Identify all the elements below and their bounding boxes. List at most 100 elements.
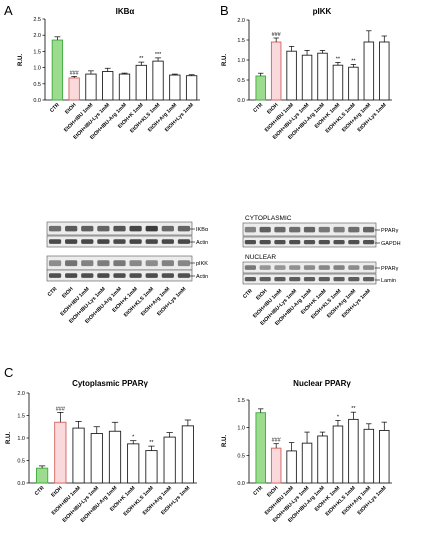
y-axis-label: R.U. xyxy=(222,435,228,447)
blot-band xyxy=(177,239,191,244)
blot-band xyxy=(97,239,110,244)
bar xyxy=(72,427,85,484)
blot-band xyxy=(161,239,174,244)
blot-pparg-nuc xyxy=(242,261,377,274)
y-tick-label: 2.0 xyxy=(33,33,41,39)
y-tick-label: 1.5 xyxy=(237,38,245,44)
blot-band xyxy=(145,273,158,278)
blot-lamin xyxy=(242,273,377,285)
x-tick-label: CTR xyxy=(49,102,61,114)
y-tick-label: 0.0 xyxy=(17,481,25,487)
x-tick-label: CTR xyxy=(252,102,264,114)
bar xyxy=(54,421,67,484)
blot-label-pparg-2: PPARγ xyxy=(381,266,399,272)
blot-band xyxy=(113,273,126,278)
bar xyxy=(163,436,176,484)
chart-title: Cytoplasmic PPARγ xyxy=(72,379,148,388)
blot-band xyxy=(97,260,110,267)
blot-b-lane-label: CTR xyxy=(242,288,254,300)
blot-actin-a2 xyxy=(46,269,193,282)
bar xyxy=(348,66,359,101)
bar xyxy=(379,429,390,484)
blot-band xyxy=(48,225,62,232)
blot-band xyxy=(348,226,360,233)
y-tick-label: 2.0 xyxy=(237,18,245,24)
y-tick-label: 0.0 xyxy=(237,481,245,487)
panel-letter-b: B xyxy=(220,3,229,18)
bar xyxy=(255,412,266,484)
y-tick-label: 1.5 xyxy=(17,414,25,420)
blot-band xyxy=(244,265,257,270)
blot-band xyxy=(289,240,301,245)
blot-band xyxy=(65,239,78,244)
y-tick-label: 0.5 xyxy=(237,78,245,84)
bar xyxy=(332,64,344,101)
bar xyxy=(286,50,297,101)
blot-band xyxy=(274,226,286,233)
chart-title: IKBα xyxy=(116,7,135,16)
blot-band xyxy=(333,226,345,233)
blot-band xyxy=(65,273,78,278)
y-axis-label: R.U. xyxy=(222,54,228,66)
significance-label: ** xyxy=(139,56,144,62)
blot-band xyxy=(113,260,126,267)
blot-band xyxy=(145,260,158,267)
panel-letter-c: C xyxy=(4,365,14,380)
blot-pparg-cyto xyxy=(242,222,377,237)
blot-band xyxy=(362,226,375,233)
section-label-nuclear: NUCLEAR xyxy=(245,254,276,261)
blot-band xyxy=(318,240,330,245)
y-axis-label: R.U. xyxy=(6,432,12,444)
blot-band xyxy=(259,265,271,270)
blot-band xyxy=(259,277,271,282)
y-tick-label: 0.5 xyxy=(33,82,41,88)
y-axis-label: R.U. xyxy=(18,54,24,66)
x-tick-label: CTR xyxy=(252,485,264,497)
significance-label: * xyxy=(132,435,135,441)
blot-band xyxy=(348,277,360,282)
bar xyxy=(152,60,164,101)
blot-band xyxy=(65,260,78,267)
x-tick-label: EtOH+Lys 1mM xyxy=(357,485,388,516)
bar xyxy=(127,443,140,484)
blot-band xyxy=(274,277,286,282)
blot-a-lane-label: EtOH+Lys 1mM xyxy=(156,286,187,317)
chart-title: Nuclear PPARγ xyxy=(293,379,351,388)
bar xyxy=(85,73,97,101)
blot-band xyxy=(177,273,191,278)
blot-band xyxy=(289,226,301,233)
blot-band xyxy=(318,226,330,233)
y-tick-label: 2.0 xyxy=(17,391,25,397)
bar xyxy=(90,433,103,484)
y-tick-label: 0.5 xyxy=(17,459,25,465)
blot-band xyxy=(97,225,110,232)
bar xyxy=(270,447,282,484)
bar xyxy=(255,75,266,101)
blot-band xyxy=(81,260,94,267)
blot-band xyxy=(333,277,345,282)
blot-ikba xyxy=(46,221,193,236)
significance-label: ### xyxy=(272,32,282,38)
blot-band xyxy=(81,225,94,232)
bar xyxy=(363,428,375,484)
significance-label: ** xyxy=(351,406,356,412)
x-tick-label: EtOH xyxy=(64,102,78,116)
blot-band xyxy=(274,240,286,245)
bar xyxy=(348,418,359,484)
bar xyxy=(36,467,49,484)
blot-band xyxy=(113,225,126,232)
blot-band xyxy=(362,265,375,270)
bar xyxy=(68,77,80,101)
blot-band xyxy=(303,240,316,245)
y-tick-label: 0.0 xyxy=(33,98,41,104)
blot-band xyxy=(362,277,375,282)
blot-band xyxy=(97,273,110,278)
y-tick-label: 1.0 xyxy=(17,436,25,442)
bar xyxy=(118,73,131,101)
y-tick-label: 0.0 xyxy=(237,98,245,104)
blot-band xyxy=(161,273,174,278)
blot-label-pparg-1: PPARγ xyxy=(381,228,399,234)
blot-band xyxy=(48,273,62,278)
y-tick-label: 2.5 xyxy=(33,17,41,23)
x-tick-label: EtOH xyxy=(266,102,280,116)
